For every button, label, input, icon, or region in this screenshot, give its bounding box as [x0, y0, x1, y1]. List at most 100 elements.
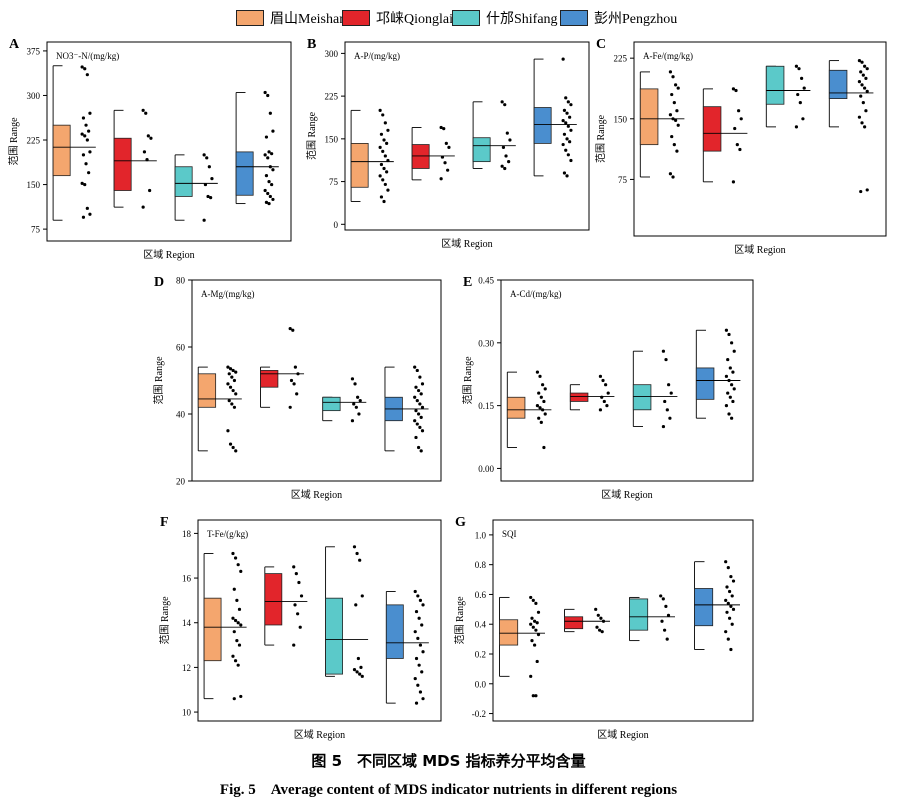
panel-b: B A-P/(mg/kg) 0 75 150 225 300 范围 Range 区域 Regio… — [305, 37, 590, 250]
panel-e-point-pengzhou — [732, 349, 736, 353]
panel-c-point-meishan — [674, 83, 678, 87]
panel-g-point-pengzhou — [729, 647, 733, 652]
panel-e-point-qionglai — [598, 408, 603, 412]
panel-c-ylabel: 范围 Range — [594, 114, 607, 163]
panel-a-ytick-label: 300 — [27, 91, 41, 101]
panel-b-point-meishan — [386, 158, 390, 163]
panel-g-ytick-label: 0.6 — [475, 590, 487, 600]
panel-c-point-shifang — [801, 117, 805, 121]
panel-d-ytick-label: 40 — [176, 410, 186, 420]
panel-g-point-pengzhou — [724, 598, 728, 603]
panel-g-point-pengzhou — [730, 622, 734, 626]
panel-e-ytick-label: 0.00 — [478, 464, 494, 474]
panel-f-point-shifang — [352, 668, 357, 672]
legend-label-meishan: 眉山Meishan — [270, 12, 347, 27]
panel-g-point-meishan — [533, 619, 537, 623]
panel-g-point-qionglai — [600, 630, 604, 634]
panel-g-point-qionglai — [596, 613, 600, 617]
panel-f-point-meishan — [236, 621, 240, 625]
panel-g-point-shifang — [666, 613, 671, 617]
panel-a-box-qionglai — [113, 137, 132, 191]
panel-a-point-meishan — [85, 73, 89, 77]
panel-c-point-shifang — [798, 101, 802, 105]
panel-g-point-shifang — [663, 628, 667, 632]
panel-e-point-pengzhou — [724, 374, 729, 378]
panel-f-ylabel: 范围 Range — [158, 596, 171, 645]
panel-c-point-meishan — [668, 172, 673, 176]
panel-d-point-pengzhou — [420, 405, 425, 409]
panel-g-point-meishan — [536, 610, 541, 614]
panel-b-point-shifang — [507, 160, 511, 164]
panel-a-point-pengzhou — [264, 135, 269, 139]
panel-e-point-meishan — [537, 416, 541, 420]
panel-f-point-shifang — [355, 670, 359, 674]
panel-g-point-qionglai — [599, 616, 603, 620]
panel-f-point-shifang — [358, 672, 362, 676]
panel-d-point-pengzhou — [414, 409, 418, 413]
panel-d-xlabel: 区域 Region — [291, 488, 342, 501]
panel-c-point-meishan — [668, 70, 673, 74]
panel-d-point-pengzhou — [415, 422, 419, 426]
panel-f-point-qionglai — [293, 603, 297, 607]
legend-swatch-shifang — [452, 10, 480, 26]
panel-c-box-meishan — [639, 88, 659, 146]
panel-e-box-pengzhou — [695, 367, 715, 400]
panel-d-point-meishan — [228, 385, 233, 389]
panel-g-box-qionglai — [564, 616, 584, 630]
panel-g-point-shifang — [660, 619, 664, 623]
panel-c-point-qionglai — [733, 126, 737, 131]
panel-a: A NO3⁻-N/(mg/kg) 75 150 225 300 375 范围 Range 区域 … — [7, 37, 292, 261]
panel-c-point-pengzhou — [860, 60, 864, 64]
panel-b-point-meishan — [383, 154, 387, 158]
panel-g-ytick-label: 0.2 — [475, 650, 486, 660]
panel-e-point-meishan — [538, 406, 542, 410]
panel-c-point-pengzhou — [860, 83, 864, 87]
panel-c-point-shifang — [802, 86, 806, 90]
panel-b-point-shifang — [508, 138, 512, 142]
panel-e-point-pengzhou — [731, 370, 735, 374]
panel-g-point-shifang — [664, 604, 668, 608]
panel-f-point-meishan — [235, 598, 239, 603]
panel-b-box-qionglai — [411, 144, 430, 169]
panel-a-point-meishan — [81, 215, 86, 219]
panel-a-point-meishan — [88, 150, 92, 154]
panel-g-point-pengzhou — [729, 604, 733, 608]
panel-f-point-meishan — [232, 630, 236, 634]
panel-f-point-pengzhou — [416, 636, 420, 640]
panel-b-ytick-label: 150 — [325, 134, 339, 144]
panel-c-point-pengzhou — [861, 101, 865, 105]
panel-c-point-pengzhou — [857, 58, 862, 63]
panel-d-title: A-Mg/(mg/kg) — [201, 289, 255, 299]
panel-b-point-qionglai — [439, 125, 443, 130]
panel-b-point-qionglai — [444, 141, 448, 146]
panel-f-point-meishan — [236, 563, 240, 567]
panel-f-ytick-label: 12 — [182, 663, 191, 673]
panel-b-point-qionglai — [439, 177, 443, 181]
panel-f-point-meishan — [231, 654, 235, 658]
panel-e-frame — [500, 279, 754, 482]
panel-d-point-pengzhou — [418, 375, 422, 379]
panel-g-xlabel: 区域 Region — [597, 728, 648, 741]
panel-c-point-shifang — [794, 64, 799, 68]
panel-e-point-shifang — [664, 357, 668, 362]
panel-d-ytick-label: 60 — [176, 343, 186, 353]
panel-d-point-qionglai — [292, 382, 296, 386]
panel-a-point-shifang — [210, 177, 214, 181]
panel-b-point-pengzhou — [566, 100, 570, 104]
panel-f-point-pengzhou — [414, 701, 419, 705]
panel-g-point-pengzhou — [728, 589, 732, 594]
panel-f-point-shifang — [360, 594, 364, 598]
panel-e-title: A-Cd/(mg/kg) — [510, 289, 562, 299]
legend: 眉山Meishan 邛崃Qionglai 什邡Shifang 彭州Pengzho… — [0, 0, 897, 40]
panel-b-point-qionglai — [440, 155, 445, 159]
panel-e-point-pengzhou — [726, 391, 730, 395]
panel-e-point-shifang — [661, 424, 666, 429]
panel-c-point-meishan — [672, 101, 676, 105]
panel-b-point-shifang — [505, 131, 509, 135]
panel-a-point-meishan — [87, 129, 91, 133]
panel-e: E A-Cd/(mg/kg) 0.00 0.15 0.30 0.45 范围 Range 区域 … — [461, 275, 754, 501]
panel-b-point-pengzhou — [561, 119, 565, 123]
panel-g-point-qionglai — [601, 619, 606, 623]
panel-b-point-pengzhou — [565, 111, 569, 115]
